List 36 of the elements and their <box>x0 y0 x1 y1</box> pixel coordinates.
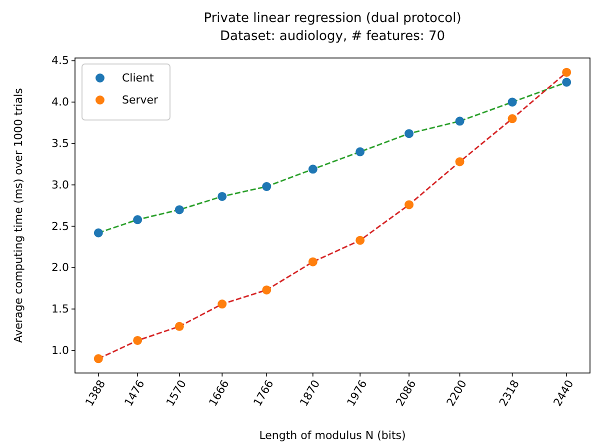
point <box>262 285 272 294</box>
point <box>262 182 272 192</box>
point <box>218 300 227 309</box>
point <box>174 205 184 214</box>
point <box>404 129 414 138</box>
y-tick-label: 3.0 <box>52 178 69 192</box>
point <box>508 114 517 124</box>
y-tick-label: 1.5 <box>52 302 69 316</box>
y-tick-label: 4.5 <box>52 54 69 68</box>
y-tick-label: 3.5 <box>52 136 69 150</box>
y-tick-label: 2.5 <box>52 220 69 233</box>
x-axis-title: Length of modulus N (bits) <box>259 429 406 442</box>
point <box>174 322 184 331</box>
y-tick-label: 4.0 <box>52 96 69 109</box>
legend-label: Client <box>122 72 155 84</box>
point <box>94 228 103 238</box>
chart-title: Private linear regression (dual protocol) <box>204 11 462 26</box>
y-tick-label: 2.0 <box>52 261 69 274</box>
point <box>455 157 464 166</box>
point <box>308 257 318 266</box>
y-axis-title: Average computing time (ms) over 1000 trials <box>12 88 25 343</box>
y-tick-label: 1.0 <box>52 344 69 357</box>
point <box>218 192 227 201</box>
chart-subtitle: Dataset: audiology, # features: 70 <box>220 29 446 44</box>
point <box>455 116 464 126</box>
point <box>508 98 517 107</box>
point <box>562 68 572 77</box>
point <box>562 78 572 87</box>
point <box>133 215 142 224</box>
point <box>94 354 103 364</box>
point <box>133 336 142 345</box>
point <box>308 164 318 174</box>
point <box>356 147 365 156</box>
point <box>356 236 365 245</box>
point <box>404 200 414 210</box>
legend-label: Server <box>122 94 159 106</box>
